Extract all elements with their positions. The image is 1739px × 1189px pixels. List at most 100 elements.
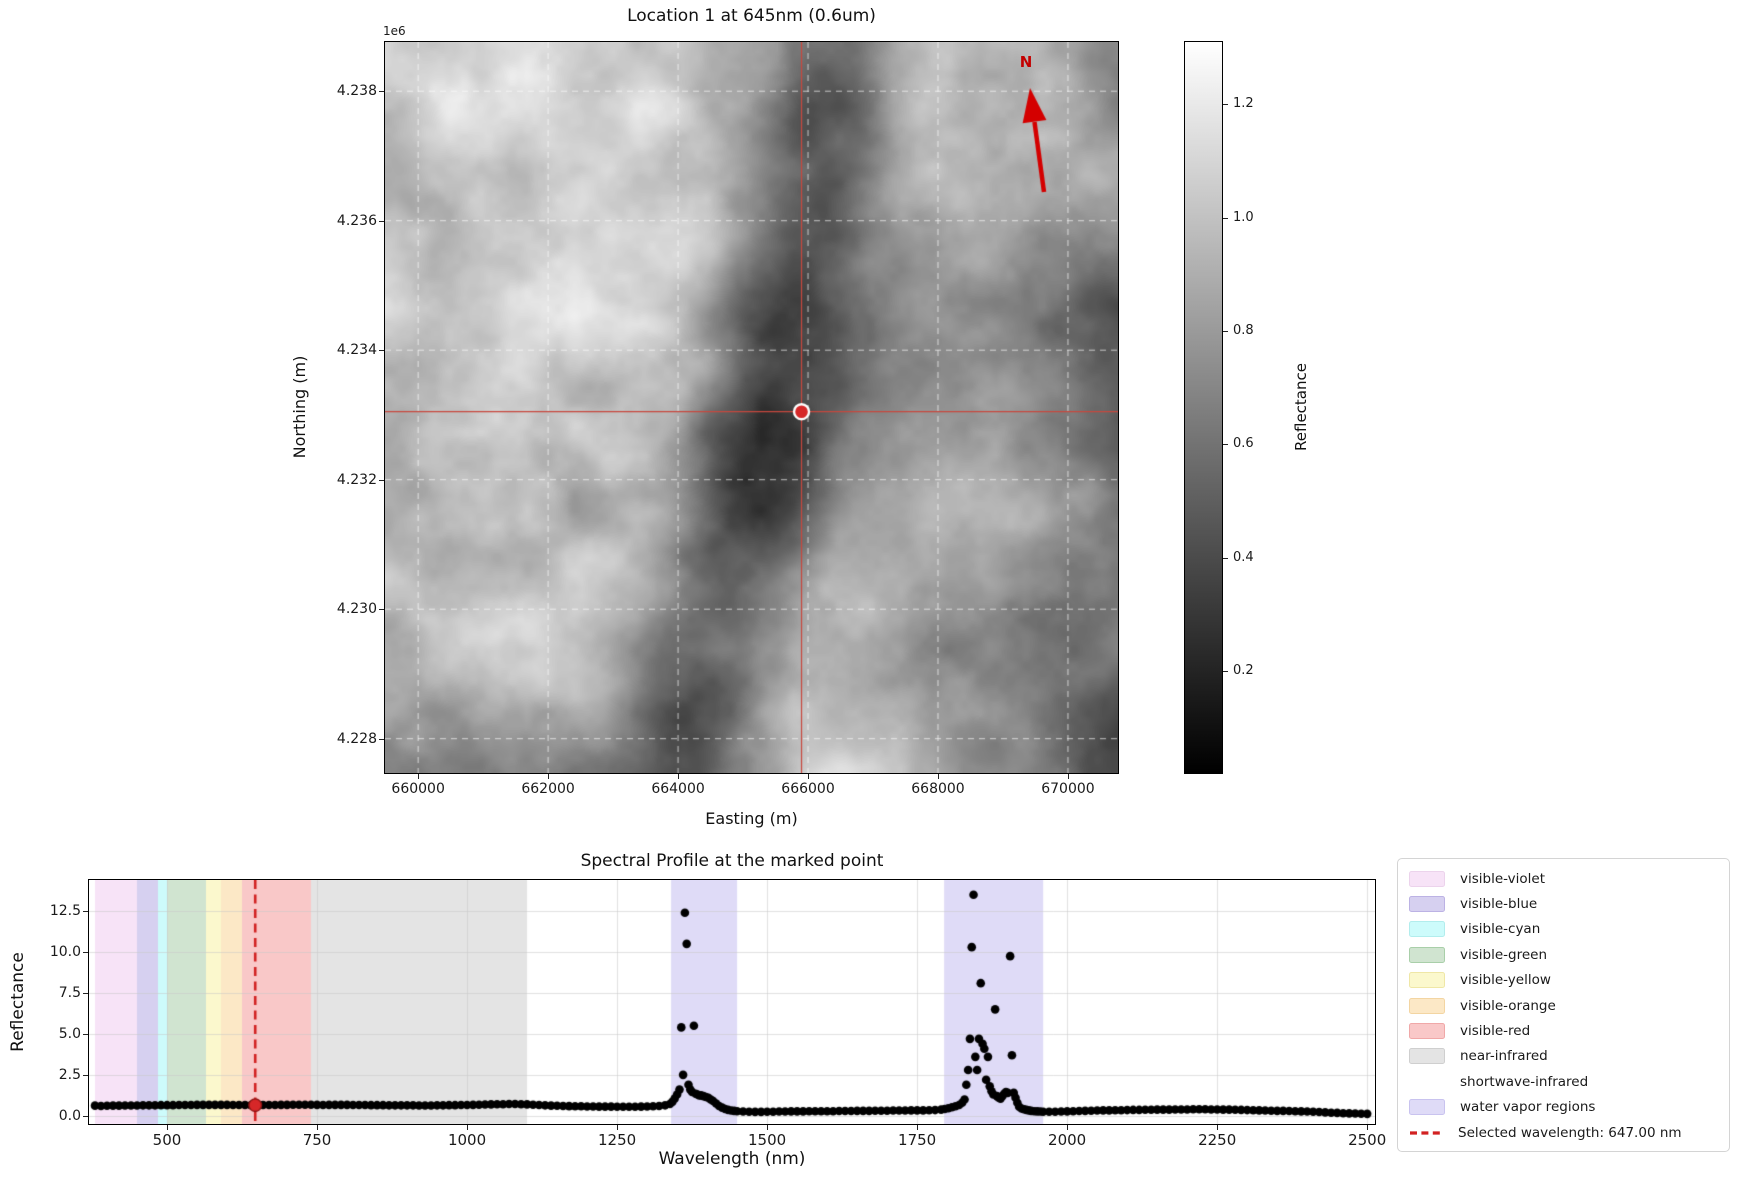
- legend-item-label: shortwave-infrared: [1460, 1073, 1589, 1090]
- spectrum-x-tick-label: 2000: [1048, 1131, 1087, 1149]
- legend-swatch-icon: [1409, 896, 1445, 913]
- spectrum-x-tick-mark: [317, 1125, 319, 1130]
- spectrum-y-tick-mark: [83, 1074, 88, 1076]
- map-x-tick-label: 666000: [781, 781, 835, 797]
- map-x-tick-mark: [937, 774, 939, 779]
- spectrum-y-tick-mark: [83, 952, 88, 954]
- legend-item: visible-cyan: [1398, 917, 1729, 942]
- legend-item: near-infrared: [1398, 1044, 1729, 1069]
- map-y-axis-label: Northing (m): [290, 355, 309, 459]
- map-y-tick-mark: [379, 479, 384, 481]
- legend-item-label: visible-green: [1460, 946, 1548, 963]
- map-y-tick-label: 4.236: [336, 212, 377, 229]
- map-y-tick-label: 4.238: [336, 83, 377, 100]
- legend-item-label: visible-red: [1460, 1023, 1531, 1040]
- legend-dash-icon: [1410, 1130, 1442, 1135]
- spectrum-x-tick-mark: [1067, 1125, 1069, 1130]
- colorbar-tick-label: 0.8: [1233, 323, 1254, 338]
- spectrum-y-axis-label: Reflectance: [8, 952, 28, 1052]
- map-x-tick-label: 668000: [911, 781, 965, 797]
- spectrum-x-tick-label: 1000: [447, 1131, 487, 1149]
- map-x-tick-mark: [418, 774, 420, 779]
- spectrum-x-axis-label: Wavelength (nm): [658, 1149, 806, 1169]
- legend-item: visible-orange: [1398, 993, 1729, 1018]
- colorbar-tick-mark: [1223, 331, 1228, 332]
- legend-item: water vapor regions: [1398, 1095, 1729, 1120]
- legend-item-label: visible-violet: [1460, 870, 1546, 887]
- legend-item-label: visible-blue: [1460, 896, 1538, 913]
- spectrum-x-tick-mark: [467, 1125, 469, 1130]
- map-x-tick-label: 670000: [1041, 781, 1095, 797]
- colorbar-tick-mark: [1223, 557, 1228, 559]
- legend-item-label: visible-yellow: [1460, 972, 1551, 989]
- north-label: N: [1019, 53, 1033, 71]
- map-y-tick-label: 4.230: [336, 601, 377, 618]
- legend-item: visible-green: [1398, 942, 1729, 967]
- map-y-tick-label: 4.234: [336, 342, 377, 359]
- spectrum-y-tick-label: 5.0: [58, 1025, 81, 1042]
- legend-item-label: Selected wavelength: 647.00 nm: [1458, 1124, 1682, 1141]
- legend-item: visible-violet: [1398, 866, 1729, 891]
- spectrum-x-tick-mark: [167, 1125, 168, 1130]
- map-x-tick-mark: [808, 774, 810, 779]
- legend-item-label: water vapor regions: [1460, 1099, 1596, 1116]
- spectrum-plot: [88, 879, 1376, 1125]
- colorbar-label: Reflectance: [1292, 363, 1310, 451]
- legend-swatch-icon: [1409, 997, 1445, 1014]
- map-x-tick-mark: [678, 774, 680, 779]
- spectrum-y-tick-mark: [83, 1033, 88, 1035]
- map-y-tick-mark: [379, 220, 384, 222]
- legend-swatch-icon: [1409, 1073, 1445, 1090]
- map-x-axis-label: Easting (m): [705, 809, 798, 828]
- legend-item-label: visible-orange: [1460, 997, 1556, 1014]
- map-x-tick-label: 664000: [651, 781, 705, 797]
- colorbar-tick-label: 0.6: [1233, 436, 1254, 452]
- map-x-tick-mark: [1067, 774, 1069, 779]
- colorbar-tick-mark: [1223, 104, 1228, 106]
- spectrum-x-tick-label: 2500: [1348, 1131, 1387, 1149]
- map-y-tick-label: 4.232: [336, 471, 377, 488]
- spectrum-x-tick-mark: [617, 1125, 619, 1130]
- legend-item: visible-red: [1398, 1018, 1729, 1043]
- colorbar-tick-label: 0.4: [1233, 549, 1254, 565]
- map-x-tick-label: 660000: [391, 781, 445, 797]
- spectrum-x-tick-label: 750: [302, 1131, 332, 1149]
- legend-swatch-icon: [1409, 1099, 1445, 1116]
- spectrum-x-tick-mark: [1217, 1125, 1219, 1130]
- spectrum-y-tick-label: 0.0: [58, 1107, 81, 1124]
- spectrum-y-tick-mark: [83, 1115, 88, 1117]
- terrain-map-image: [384, 41, 1119, 774]
- map-y-tick-mark: [379, 609, 384, 611]
- legend-swatch-icon: [1409, 946, 1445, 963]
- spectrum-y-tick-label: 2.5: [58, 1066, 81, 1083]
- legend-item: visible-yellow: [1398, 968, 1729, 993]
- spectrum-y-tick-label: 12.5: [49, 903, 81, 920]
- spectrum-y-tick-label: 7.5: [58, 984, 81, 1001]
- legend-item: shortwave-infrared: [1398, 1069, 1729, 1094]
- legend-swatch-icon: [1409, 1048, 1445, 1065]
- map-y-tick-mark: [379, 738, 384, 740]
- spectrum-title: Spectral Profile at the marked point: [580, 851, 884, 871]
- spectrum-x-tick-label: 500: [152, 1131, 182, 1149]
- spectrum-x-tick-mark: [917, 1125, 919, 1130]
- colorbar-tick-mark: [1223, 671, 1228, 672]
- spectrum-x-tick-label: 2250: [1198, 1131, 1237, 1149]
- map-title: Location 1 at 645nm (0.6um): [627, 6, 876, 26]
- colorbar-tick-mark: [1223, 444, 1228, 446]
- spectrum-x-tick-label: 1250: [597, 1131, 637, 1149]
- legend-swatch-icon: [1409, 921, 1445, 938]
- spectrum-x-tick-label: 1500: [748, 1131, 787, 1149]
- spectrum-legend: visible-violet visible-blue visible-cyan vi…: [1397, 858, 1730, 1152]
- spectrum-x-tick-mark: [1367, 1125, 1369, 1130]
- colorbar-tick-mark: [1223, 217, 1228, 219]
- legend-item-label: visible-cyan: [1460, 921, 1541, 938]
- spectrum-y-tick-mark: [83, 911, 88, 913]
- map-x-tick-label: 662000: [521, 781, 575, 797]
- map-y-tick-label: 4.228: [336, 730, 377, 747]
- colorbar: [1184, 41, 1223, 774]
- legend-swatch-icon: [1409, 1023, 1445, 1040]
- colorbar-tick-label: 1.2: [1233, 96, 1254, 112]
- map-x-tick-mark: [548, 774, 550, 779]
- legend-item: Selected wavelength: 647.00 nm: [1398, 1120, 1729, 1145]
